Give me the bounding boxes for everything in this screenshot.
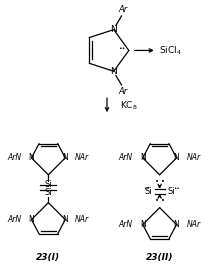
- Text: •: •: [161, 179, 165, 185]
- Text: N: N: [29, 153, 34, 162]
- Text: Si: Si: [45, 188, 52, 197]
- Text: N: N: [174, 153, 179, 162]
- Text: 23(I): 23(I): [36, 253, 60, 262]
- Text: KC$_8$: KC$_8$: [120, 100, 138, 112]
- Text: NAr: NAr: [75, 215, 89, 224]
- Text: ••: ••: [118, 46, 126, 51]
- Text: N: N: [140, 153, 146, 162]
- Text: N: N: [62, 153, 68, 162]
- Text: •: •: [155, 198, 159, 204]
- Text: Si: Si: [168, 187, 175, 196]
- Text: ••: ••: [173, 186, 180, 191]
- Text: ArN: ArN: [8, 153, 22, 162]
- Text: ••: ••: [143, 186, 150, 191]
- Text: NAr: NAr: [75, 153, 89, 162]
- Text: N: N: [110, 67, 117, 76]
- Text: N: N: [140, 220, 146, 229]
- Text: •: •: [155, 179, 159, 185]
- Text: Ar: Ar: [118, 87, 127, 96]
- Text: ArN: ArN: [8, 215, 22, 224]
- Text: N: N: [110, 25, 117, 34]
- Text: N: N: [174, 220, 179, 229]
- Text: •: •: [161, 198, 165, 204]
- Text: Ar: Ar: [118, 5, 127, 14]
- Text: ArN: ArN: [119, 153, 133, 162]
- Text: Si: Si: [45, 180, 52, 189]
- Text: Si: Si: [144, 187, 152, 196]
- Text: SiCl$_4$: SiCl$_4$: [159, 44, 182, 57]
- Text: 23(II): 23(II): [146, 253, 173, 262]
- Text: N: N: [62, 215, 68, 224]
- Text: NAr: NAr: [186, 153, 201, 162]
- Text: ArN: ArN: [119, 220, 133, 229]
- Text: N: N: [29, 215, 34, 224]
- Text: NAr: NAr: [186, 220, 201, 229]
